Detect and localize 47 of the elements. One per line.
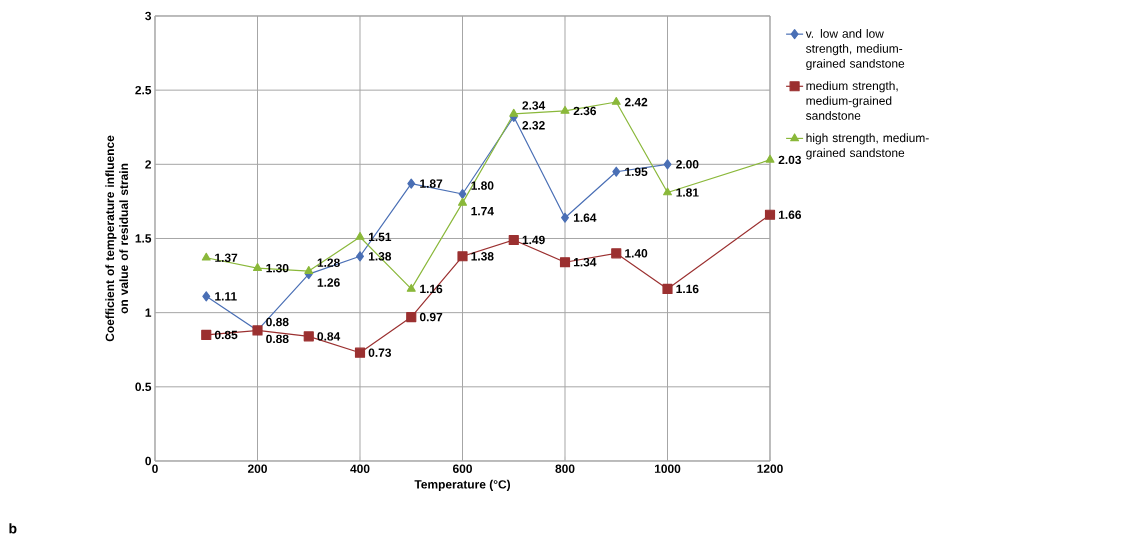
text: b: [9, 523, 17, 534]
data-label: 1.16: [676, 284, 699, 294]
data-label: 2.34: [522, 101, 546, 110]
data-label: 0.88: [266, 317, 289, 327]
data-label: 2.00: [676, 160, 699, 169]
data-label: 1.64: [573, 213, 597, 222]
data-label: 0.88: [266, 334, 289, 344]
x-tick-label: 600: [452, 464, 472, 473]
data-label: 0.97: [419, 312, 443, 322]
data-label: 1.51: [368, 232, 392, 242]
data-label: 1.95: [625, 167, 648, 176]
y-tick-label: 2.5: [135, 85, 152, 95]
data-label: 1.74: [471, 207, 494, 216]
data-label: 0.73: [368, 348, 392, 357]
data-label: 1.11: [215, 292, 237, 301]
y-tick-label: 0.5: [135, 382, 152, 392]
data-label: 2.32: [522, 121, 545, 130]
data-label: 1.37: [215, 253, 238, 263]
data-label: 1.38: [471, 252, 494, 261]
data-label: 0.85: [214, 330, 238, 340]
x-tick-label: 0: [152, 464, 158, 473]
data-label: 1.49: [522, 235, 545, 245]
y-tick-label: 1.5: [135, 234, 152, 243]
data-label: 1.81: [676, 188, 699, 197]
data-label: 1.66: [778, 210, 802, 219]
data-label: 1.40: [625, 249, 648, 258]
y-tick-label: 2: [145, 160, 152, 169]
data-label: 2.03: [778, 155, 802, 165]
x-tick-label: 400: [350, 464, 370, 473]
x-axis-title: Temperature (°C): [414, 479, 511, 491]
data-label: 1.34: [573, 257, 597, 267]
legend-label: medium strength, medium-grained sandstone: [806, 81, 898, 120]
data-label: 2.36: [573, 106, 597, 116]
data-label: 1.26: [317, 278, 340, 287]
y-tick-label: 3: [145, 11, 152, 21]
y-tick-label: 0: [145, 456, 151, 466]
x-tick-label: 200: [247, 464, 267, 473]
data-label: 2.42: [624, 97, 648, 107]
legend-label: v. low and low strength, medium-grained sandstone: [805, 29, 905, 71]
x-tick-label: 1200: [757, 464, 783, 473]
data-label: 0.84: [317, 332, 341, 341]
y-axis-title: Coefficient of temperature influence on value of residual strain: [105, 135, 129, 342]
y-tick-label: 1: [145, 308, 152, 317]
x-tick-label: 1000: [654, 464, 681, 473]
x-tick-label: 800: [555, 464, 575, 473]
data-label: 1.87: [420, 179, 443, 188]
legend-label: high strength, medium-grained sandstone: [806, 133, 929, 160]
